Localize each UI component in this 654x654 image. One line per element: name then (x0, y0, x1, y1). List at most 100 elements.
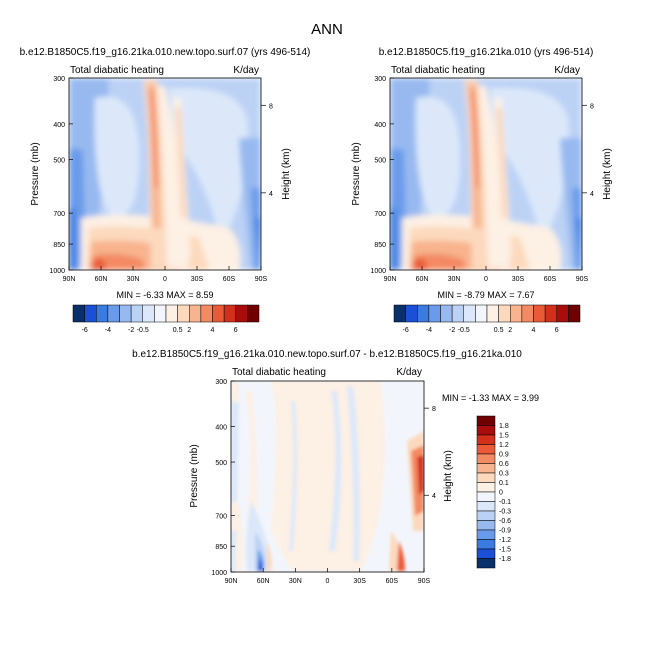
y-tick-label: 1000 (211, 570, 227, 577)
colorbar-swatch (235, 304, 248, 323)
colorbar-label: 0.3 (499, 471, 509, 478)
colorbar-label: -0.3 (499, 509, 511, 516)
panel-2-units: K/day (554, 65, 580, 76)
panel-3: b.e12.B1850C5.f19_g16.21ka.010.new.topo.… (132, 349, 539, 585)
x-tick-label: 90N (63, 276, 76, 283)
colorbar-swatch (154, 304, 167, 323)
panel-3-variable: Total diabatic heating (232, 367, 326, 378)
colorbar-swatch (428, 304, 441, 323)
colorbar-label: -0.1 (499, 499, 511, 506)
colorbar-label: -2 (128, 327, 134, 334)
colorbar-swatch (476, 539, 496, 550)
colorbar-label: 0.6 (499, 461, 509, 468)
colorbar-swatch (476, 482, 496, 493)
panel-1-variable: Total diabatic heating (70, 65, 164, 76)
y2-tick-label: 4 (590, 191, 594, 198)
colorbar-swatch (475, 304, 488, 323)
y-tick-label: 300 (53, 76, 65, 83)
x-tick-label: 90N (225, 578, 238, 585)
y-tick-label: 850 (374, 242, 386, 249)
colorbar-swatch (223, 304, 236, 323)
panel-3-y-label: Pressure (mb) (189, 444, 200, 507)
colorbar-swatch (476, 558, 496, 569)
y2-tick-label: 8 (590, 103, 594, 110)
panel-2-x-axis: 90N 60N 30N 0 30S 60S 90S (384, 266, 589, 283)
panel-3-title: b.e12.B1850C5.f19_g16.21ka.010.new.topo.… (132, 349, 522, 360)
panel-2-y-label: Pressure (mb) (351, 142, 362, 205)
colorbar-label: -6 (82, 327, 88, 334)
colorbar-swatch (165, 304, 178, 323)
colorbar-label: -6 (403, 327, 409, 334)
colorbar-label: -0.5 (137, 327, 149, 334)
colorbar-swatch (533, 304, 546, 323)
y-tick-label: 500 (215, 460, 227, 467)
colorbar-swatch (568, 304, 581, 323)
y-tick-label: 1000 (370, 268, 386, 275)
colorbar-swatch (72, 304, 85, 323)
colorbar-label: -1.2 (499, 537, 511, 544)
colorbar-label: 1.2 (499, 442, 509, 449)
y2-tick-label: 4 (269, 191, 273, 198)
colorbar-3: 1.8 1.5 1.2 0.9 0.6 0.3 0.1 0 -0.1 -0.3 -0.6 -0.9 -1… (476, 415, 511, 569)
panel-2-stats: MIN = -8.79 MAX = 7.67 (437, 290, 534, 300)
x-tick-label: 30N (127, 276, 140, 283)
colorbar-swatch (440, 304, 453, 323)
y-tick-label: 1000 (49, 268, 65, 275)
colorbar-swatch (212, 304, 225, 323)
colorbar-swatch (96, 304, 109, 323)
colorbar-1: -6 -4 -2 -0.5 0.5 2 4 6 (72, 304, 260, 334)
colorbar-swatch (476, 444, 496, 455)
panel-3-x-axis: 90N 60N 30N 0 30S 60S 90S (225, 568, 431, 585)
colorbar-label: 2 (187, 327, 191, 334)
x-tick-label: 90N (384, 276, 397, 283)
colorbar-swatch (476, 501, 496, 512)
y-tick-label: 700 (215, 513, 227, 520)
colorbar-swatch (521, 304, 534, 323)
colorbar-swatch (393, 304, 406, 323)
colorbar-swatch (405, 304, 418, 323)
colorbar-label: 2 (508, 327, 512, 334)
colorbar-label: 6 (234, 327, 238, 334)
x-tick-label: 90S (255, 276, 268, 283)
panel-1-y-label: Pressure (mb) (30, 142, 41, 205)
colorbar-swatch (486, 304, 499, 323)
x-tick-label: 60S (544, 276, 557, 283)
x-tick-label: 60S (386, 578, 399, 585)
x-tick-label: 30S (353, 578, 366, 585)
colorbar-swatch (247, 304, 260, 323)
x-tick-label: 30N (289, 578, 302, 585)
colorbar-label: -1.8 (499, 556, 511, 563)
panel-1-contour-field (69, 78, 261, 270)
colorbar-label: -4 (426, 327, 432, 334)
colorbar-label: 0 (499, 490, 503, 497)
y-tick-label: 850 (215, 544, 227, 551)
colorbar-swatch (451, 304, 464, 323)
colorbar-swatch (476, 415, 496, 426)
y-tick-label: 700 (53, 211, 65, 218)
colorbar-swatch (476, 434, 496, 445)
x-tick-label: 30S (191, 276, 204, 283)
colorbar-swatch (476, 529, 496, 540)
x-tick-label: 60S (223, 276, 236, 283)
x-tick-label: 60N (257, 578, 270, 585)
colorbar-swatch (189, 304, 202, 323)
colorbar-swatch (476, 491, 496, 502)
colorbar-label: 4 (211, 327, 215, 334)
panel-3-units: K/day (396, 367, 422, 378)
y2-tick-label: 8 (269, 103, 273, 110)
panel-3-y2-axis: 84 (424, 406, 436, 500)
colorbar-swatch (177, 304, 190, 323)
panel-1-y2-axis: 84 (261, 103, 273, 198)
x-tick-label: 0 (163, 276, 167, 283)
colorbar-swatch (130, 304, 143, 323)
panel-2-y2-axis: 84 (582, 103, 594, 198)
panel-3-y2-label: Height (km) (443, 450, 454, 502)
colorbar-label: -1.5 (499, 547, 511, 554)
y-tick-label: 300 (215, 379, 227, 386)
panel-1-y-axis: 300 400 500 700 850 1000 (49, 76, 73, 275)
panel-1: b.e12.B1850C5.f19_g16.21ka.010.new.topo.… (20, 47, 311, 300)
colorbar-swatch (476, 548, 496, 559)
panel-1-stats: MIN = -6.33 MAX = 8.59 (116, 290, 213, 300)
colorbar-label: 0.1 (499, 480, 509, 487)
colorbar-label: -2 (449, 327, 455, 334)
